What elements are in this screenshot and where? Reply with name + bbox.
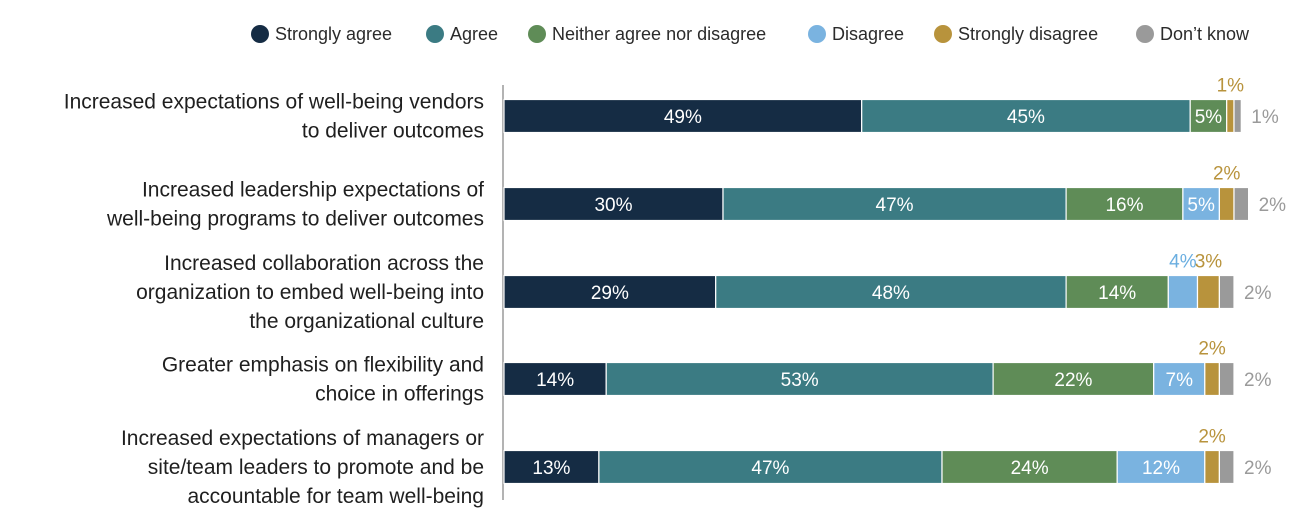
data-label-strongly-agree: 49%	[664, 107, 702, 128]
bar-segment-strongly-disagree	[1204, 449, 1221, 485]
data-label-strongly-agree: 14%	[536, 370, 574, 391]
legend-swatch	[808, 25, 826, 43]
legend-label: Strongly agree	[275, 24, 392, 44]
bar-segment-neither-agree-nor-disagree	[1065, 186, 1184, 222]
legend-label: Agree	[450, 24, 498, 44]
bar-segment-disagree	[1116, 449, 1206, 485]
data-label-strongly-disagree: 3%	[1195, 252, 1223, 273]
bar-segment-neither-agree-nor-disagree	[941, 449, 1118, 485]
category-labels: Increased expectations of well-being ven…	[64, 91, 484, 509]
legend-swatch	[426, 25, 444, 43]
legend: Strongly agree Agree Neither agree nor dis…	[251, 24, 1250, 44]
bar-segment-disagree	[1153, 361, 1206, 397]
legend-label: Strongly disagree	[958, 24, 1098, 44]
data-label-don-t-know: 2%	[1244, 458, 1272, 479]
data-label-agree: 47%	[751, 458, 789, 479]
category-label: Greater emphasis on flexibility and choic…	[162, 354, 484, 406]
data-label-agree: 45%	[1007, 107, 1045, 128]
category-label: Increased expectations of managers or sit…	[121, 427, 484, 508]
bar-segment-don-t-know	[1233, 98, 1242, 134]
bar-segment-strongly-agree	[503, 361, 607, 397]
bar-segment-don-t-know	[1218, 361, 1235, 397]
data-label-disagree: 4%	[1169, 252, 1197, 273]
bar-segment-neither-agree-nor-disagree	[992, 361, 1155, 397]
legend-item-disagree: Disagree	[808, 24, 904, 44]
data-label-agree: 53%	[781, 370, 819, 391]
bar-segment-strongly-disagree	[1204, 361, 1221, 397]
legend-item-neither-agree-nor-disagree: Neither agree nor disagree	[528, 24, 766, 44]
data-label-agree: 48%	[872, 283, 910, 304]
category-label: Increased expectations of well-being ven…	[64, 91, 484, 143]
bar-segment-agree	[715, 274, 1067, 310]
bar-segment-neither-agree-nor-disagree	[1189, 98, 1228, 134]
data-label-don-t-know: 1%	[1251, 107, 1279, 128]
data-label-neither-agree-nor-disagree: 5%	[1195, 107, 1223, 128]
data-label-strongly-agree: 30%	[594, 195, 632, 216]
data-label-disagree: 5%	[1187, 195, 1215, 216]
bar-row-4: 14% 53% 22% 7%2%2%	[503, 339, 1272, 397]
data-label-don-t-know: 2%	[1244, 283, 1272, 304]
bar-segment-don-t-know	[1218, 449, 1235, 485]
data-label-don-t-know: 2%	[1244, 370, 1272, 391]
data-label-disagree: 12%	[1142, 458, 1180, 479]
bar-row-1: 49% 45% 5% 1% 1%	[503, 76, 1279, 134]
legend-item-strongly-agree: Strongly agree	[251, 24, 392, 44]
bar-segment-disagree	[1167, 274, 1199, 310]
legend-label: Disagree	[832, 24, 904, 44]
bar-segment-neither-agree-nor-disagree	[1065, 274, 1169, 310]
bar-segment-agree	[861, 98, 1191, 134]
legend-label: Neither agree nor disagree	[552, 24, 766, 44]
legend-swatch	[251, 25, 269, 43]
data-label-neither-agree-nor-disagree: 16%	[1105, 195, 1143, 216]
category-label: Increased collaboration across the organi…	[136, 252, 484, 333]
legend-item-strongly-disagree: Strongly disagree	[934, 24, 1098, 44]
bar-segment-don-t-know	[1218, 274, 1235, 310]
bar-segment-don-t-know	[1233, 186, 1250, 222]
bar-row-5: 13% 47% 24% 12% 2% 2%	[503, 427, 1272, 485]
data-label-strongly-agree: 13%	[532, 458, 570, 479]
data-label-agree: 47%	[876, 195, 914, 216]
legend-swatch	[1136, 25, 1154, 43]
bar-row-2: 30% 47% 16% 5% 2% 2%	[503, 164, 1287, 222]
legend-item-agree: Agree	[426, 24, 498, 44]
data-label-neither-agree-nor-disagree: 22%	[1054, 370, 1092, 391]
legend-swatch	[934, 25, 952, 43]
data-label-strongly-agree: 29%	[591, 283, 629, 304]
bar-segment-strongly-disagree	[1218, 186, 1235, 222]
data-label-strongly-disagree: 1%	[1217, 76, 1245, 97]
data-label-neither-agree-nor-disagree: 14%	[1098, 283, 1136, 304]
bar-segment-strongly-disagree	[1226, 98, 1235, 134]
bar-segment-strongly-disagree	[1196, 274, 1220, 310]
data-label-don-t-know: 2%	[1259, 195, 1287, 216]
bar-row-3: 29% 48% 14% 4%3% 2%	[503, 252, 1272, 310]
data-label-disagree: 7%	[1166, 370, 1194, 391]
legend-label: Don’t know	[1160, 24, 1250, 44]
data-label-strongly-disagree: 2%	[1198, 339, 1226, 360]
bar-segment-agree	[598, 449, 943, 485]
bars: 49% 45% 5% 1% 1% 30% 47% 16% 5% 2% 2% 29% 48% 14% 4%3%…	[503, 76, 1287, 485]
data-label-strongly-disagree: 2%	[1213, 164, 1241, 185]
data-label-strongly-disagree: 2%	[1198, 427, 1226, 448]
legend-item-don-t-know: Don’t know	[1136, 24, 1250, 44]
legend-swatch	[528, 25, 546, 43]
category-label: Increased leadership expectations of well…	[106, 179, 484, 231]
bar-segment-strongly-agree	[503, 449, 600, 485]
data-label-neither-agree-nor-disagree: 24%	[1011, 458, 1049, 479]
